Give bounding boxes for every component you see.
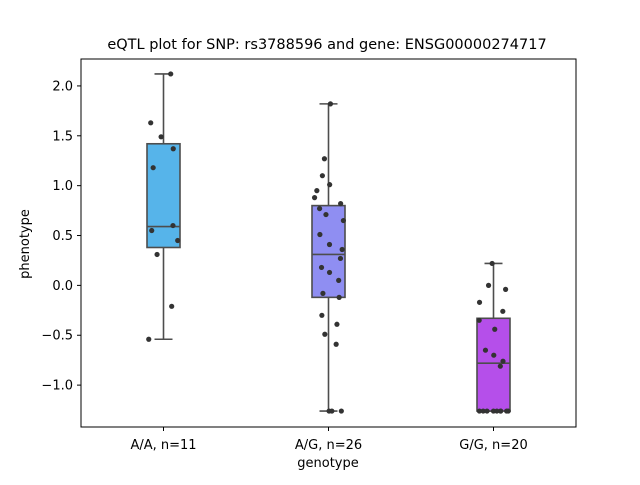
data-point bbox=[175, 237, 181, 244]
data-point bbox=[492, 326, 498, 332]
data-point bbox=[314, 188, 320, 194]
data-point bbox=[170, 222, 176, 229]
data-point bbox=[322, 331, 328, 337]
data-point bbox=[148, 120, 154, 126]
data-point bbox=[326, 269, 333, 276]
data-point bbox=[321, 156, 328, 162]
box-iqr bbox=[476, 317, 511, 412]
data-point bbox=[336, 294, 342, 300]
data-point bbox=[327, 101, 334, 107]
data-point bbox=[340, 217, 346, 224]
box-group bbox=[476, 260, 511, 414]
data-point bbox=[498, 408, 504, 414]
data-point bbox=[318, 264, 325, 271]
data-point bbox=[338, 408, 344, 414]
data-point bbox=[329, 408, 335, 414]
data-point bbox=[323, 211, 329, 218]
data-point bbox=[504, 408, 510, 414]
data-point bbox=[311, 195, 318, 201]
x-tick-label: A/G, n=26 bbox=[295, 438, 362, 453]
data-point bbox=[476, 408, 483, 414]
data-point bbox=[154, 251, 160, 258]
axis-ticks: −1.0 −0.5 0.0 0.5 1.0 1.5 2.0 A/A, n=11 A/G, n=2… bbox=[41, 79, 527, 453]
y-tick-label: 0.5 bbox=[52, 229, 73, 244]
data-point bbox=[489, 260, 495, 267]
y-tick-label: −1.0 bbox=[41, 379, 73, 394]
data-point bbox=[333, 341, 339, 347]
y-tick-label: 1.5 bbox=[52, 129, 73, 144]
data-point bbox=[319, 173, 325, 179]
data-point bbox=[158, 134, 164, 140]
data-point bbox=[484, 408, 490, 414]
data-point bbox=[326, 241, 333, 248]
data-point bbox=[485, 282, 492, 288]
data-point bbox=[334, 321, 340, 327]
y-tick-label: 1.0 bbox=[52, 179, 73, 194]
data-point bbox=[482, 347, 489, 353]
box-iqr bbox=[311, 204, 346, 299]
data-point bbox=[319, 312, 325, 318]
data-point bbox=[149, 227, 155, 234]
data-point bbox=[169, 303, 175, 309]
data-point bbox=[337, 255, 344, 262]
x-tick-label: G/G, n=20 bbox=[459, 438, 527, 453]
data-point bbox=[170, 146, 176, 152]
plot-frame bbox=[80, 58, 577, 428]
x-tick-label: A/A, n=11 bbox=[130, 438, 196, 453]
data-point bbox=[494, 408, 500, 414]
data-point bbox=[500, 308, 506, 314]
plot-area bbox=[146, 71, 511, 414]
x-axis-label: genotype bbox=[297, 456, 358, 471]
data-point bbox=[320, 290, 326, 296]
chart-title: eQTL plot for SNP: rs3788596 and gene: E… bbox=[107, 37, 546, 53]
y-axis-label: phenotype bbox=[18, 209, 33, 279]
y-tick-label: −0.5 bbox=[41, 329, 73, 344]
data-point bbox=[317, 231, 323, 238]
data-point bbox=[476, 299, 483, 305]
data-point bbox=[491, 352, 497, 358]
data-point bbox=[327, 182, 333, 188]
data-point bbox=[150, 165, 156, 171]
y-tick-label: 0.0 bbox=[52, 279, 73, 294]
box-group bbox=[146, 71, 181, 342]
data-point bbox=[316, 205, 323, 212]
box-group bbox=[311, 101, 346, 414]
data-point bbox=[336, 277, 342, 283]
data-point bbox=[502, 286, 509, 292]
data-point bbox=[480, 408, 486, 414]
data-point bbox=[338, 201, 344, 207]
data-point bbox=[476, 317, 482, 323]
data-point bbox=[497, 363, 503, 369]
data-point bbox=[146, 336, 152, 342]
data-point bbox=[168, 71, 174, 77]
data-point bbox=[500, 358, 506, 364]
y-tick-label: 2.0 bbox=[52, 79, 73, 94]
data-point bbox=[339, 246, 345, 253]
